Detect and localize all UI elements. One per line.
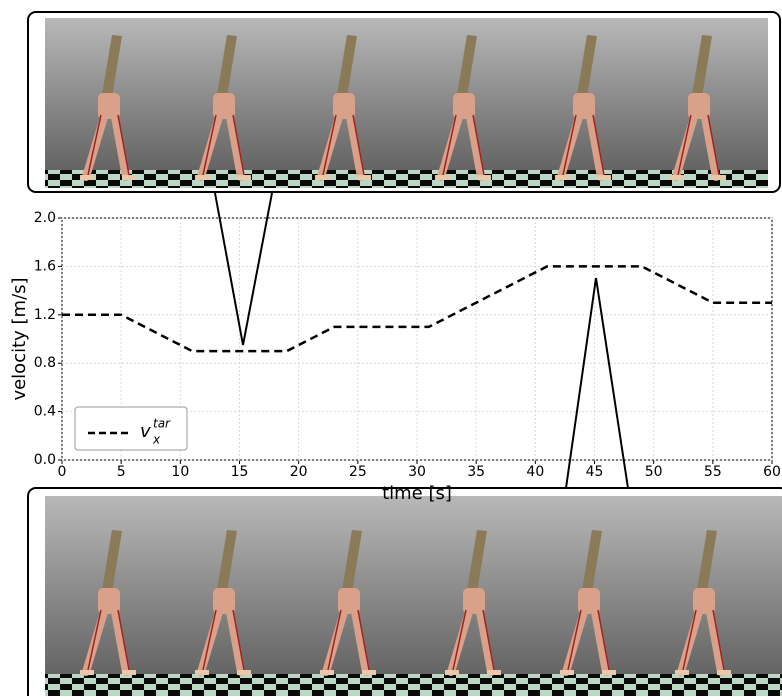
legend: v x tar [75,407,187,450]
x-tick-label: 10 [171,464,189,480]
y-tick-label: 0.8 [34,355,56,371]
x-tick-label: 35 [467,464,485,480]
y-tick-label: 1.2 [34,307,56,323]
y-tick-label: 0.4 [34,404,56,420]
x-tick-label: 45 [586,464,604,480]
legend-label-sup: tar [153,417,171,431]
x-tick-label: 25 [349,464,367,480]
legend-label-sub: x [152,433,161,447]
bottom-snapshot-panel [28,488,782,696]
x-axis-label: time [s] [382,483,452,504]
y-axis-label: velocity [m/s] [9,277,30,400]
legend-box [75,407,187,450]
x-tick-label: 5 [117,464,126,480]
y-tick-label: 1.6 [34,258,56,274]
y-tick-label: 0.0 [34,452,56,468]
x-tick-label: 60 [763,464,781,480]
top-snapshot-panel [28,12,780,192]
x-tick-label: 30 [408,464,426,480]
legend-label: v [140,421,151,442]
x-tick-label: 55 [704,464,722,480]
y-tick-label: 2.0 [34,210,56,226]
x-tick-label: 50 [645,464,663,480]
x-tick-label: 40 [526,464,544,480]
x-tick-label: 15 [231,464,249,480]
x-tick-label: 0 [58,464,67,480]
figure: 0 5 10 15 20 25 30 35 40 45 50 55 60 0.0 0.4 0.8 1.2 1.6 2… [0,0,782,696]
x-tick-label: 20 [290,464,308,480]
